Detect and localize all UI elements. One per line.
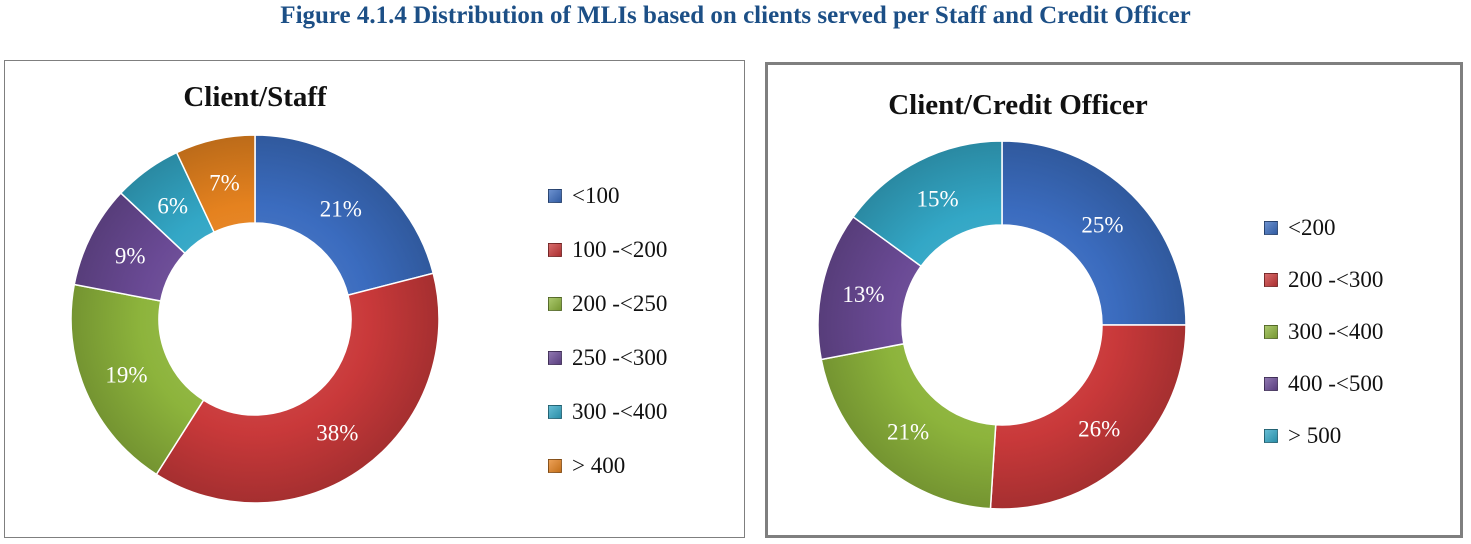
slice-percent-label: 21%: [887, 420, 929, 445]
slice-percent-label: 21%: [320, 196, 362, 221]
chart-panel-client-staff: Client/Staff 21% 38% 19% 9% 6% 7% <100 100 -<2…: [4, 60, 745, 538]
slice-percent-label: 19%: [105, 363, 147, 388]
chart-title: Client/Staff: [183, 81, 327, 113]
donut-slice: [1001, 140, 1187, 326]
legend-swatch: [1264, 221, 1278, 235]
slice-percent-label: 15%: [916, 186, 958, 211]
legend-swatch: [1264, 429, 1278, 443]
donut-chart: 25% 26% 21% 13% 15%: [817, 140, 1187, 510]
legend-label: > 400: [572, 453, 626, 478]
donut-slice: [989, 324, 1187, 510]
legend-label: 200 -<300: [1288, 267, 1384, 292]
donut-slice: [70, 283, 205, 476]
legend-swatch: [1264, 273, 1278, 287]
legend-label: 300 -<400: [572, 399, 668, 424]
legend-label: 250 -<300: [572, 345, 668, 370]
slice-percent-label: 26%: [1078, 417, 1120, 442]
legend-swatch: [548, 405, 562, 419]
legend-label: 200 -<250: [572, 291, 668, 316]
legend-label: <200: [1288, 215, 1336, 240]
legend-swatch: [1264, 377, 1278, 391]
slice-percent-label: 25%: [1081, 213, 1123, 238]
donut-chart: 21% 38% 19% 9% 6% 7%: [70, 134, 440, 504]
donut-slice: [820, 342, 997, 510]
legend-swatch: [548, 297, 562, 311]
chart-panel-client-credit-officer: Client/Credit Officer 25% 26% 21% 13% 15% <2…: [765, 62, 1463, 538]
donut-slice: [155, 272, 440, 504]
slice-percent-label: 9%: [115, 243, 146, 268]
legend-swatch: [548, 243, 562, 257]
legend-swatch: [1264, 325, 1278, 339]
slice-percent-label: 13%: [842, 282, 884, 307]
legend-label: 300 -<400: [1288, 319, 1384, 344]
slice-percent-label: 7%: [209, 170, 240, 195]
slice-percent-label: 38%: [316, 420, 358, 445]
donut-slice: [254, 134, 435, 297]
legend-label: 100 -<200: [572, 237, 668, 262]
figure-title: Figure 4.1.4 Distribution of MLIs based …: [280, 2, 1191, 29]
chart-title: Client/Credit Officer: [888, 89, 1148, 121]
slice-percent-label: 6%: [157, 194, 188, 219]
legend-label: <100: [572, 183, 620, 208]
legend-swatch: [548, 189, 562, 203]
legend-label: 400 -<500: [1288, 371, 1384, 396]
legend-swatch: [548, 459, 562, 473]
legend-label: > 500: [1288, 423, 1342, 448]
legend-swatch: [548, 351, 562, 365]
donut-slice: [175, 134, 256, 234]
donut-slice: [852, 140, 1003, 268]
